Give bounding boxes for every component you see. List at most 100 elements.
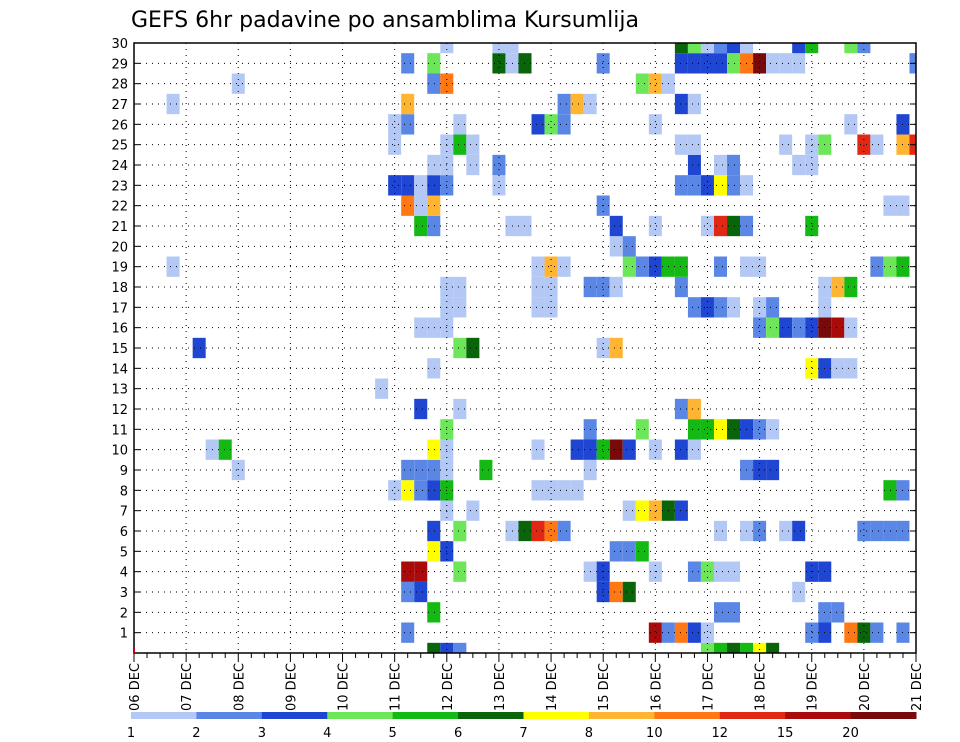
heatmap-cell: [844, 276, 858, 298]
heatmap-cell: [700, 622, 714, 643]
colorbar-swatch: [196, 712, 263, 719]
heatmap-cell: [466, 337, 480, 359]
heatmap-cell: [727, 53, 741, 74]
heatmap-cell: [414, 459, 428, 481]
heatmap-cell: [713, 256, 728, 277]
heatmap-cell: [727, 419, 741, 440]
colorbar-swatch: [327, 712, 394, 719]
heatmap-cell: [805, 154, 819, 176]
colorbar-swatch: [131, 712, 197, 719]
heatmap-cell: [505, 53, 519, 74]
heatmap-cell: [544, 520, 558, 542]
heatmap-cell: [713, 561, 728, 582]
x-tick-label: 13 DEC: [493, 663, 508, 711]
heatmap-cell: [596, 53, 610, 74]
heatmap-cell: [622, 581, 636, 603]
heatmap-cell: [687, 622, 701, 643]
heatmap-cell: [753, 642, 767, 653]
heatmap-cell: [427, 358, 441, 379]
x-tick-label: 17 DEC: [701, 663, 716, 711]
heatmap-cell: [753, 520, 767, 542]
y-tick-label: 15: [111, 342, 128, 357]
heatmap-cell: [492, 175, 506, 196]
colorbar-label: 3: [258, 726, 266, 741]
heatmap-cell: [427, 541, 441, 562]
heatmap-cell: [596, 276, 610, 298]
heatmap-cell: [687, 53, 701, 74]
heatmap-cell: [687, 561, 701, 582]
heatmap-cell: [883, 256, 897, 277]
heatmap-cell: [831, 276, 845, 298]
y-tick-label: 19: [111, 261, 128, 276]
heatmap-cell: [805, 622, 819, 643]
heatmap-cell: [401, 114, 415, 135]
heatmap-cell: [531, 276, 545, 298]
heatmap-cell: [687, 43, 701, 54]
heatmap-cell: [609, 236, 623, 257]
heatmap-cell: [857, 520, 871, 542]
heatmap-cell: [713, 175, 728, 196]
colorbar-label: 6: [454, 726, 462, 741]
heatmap-cell: [492, 43, 506, 54]
colorbar-label: 12: [711, 726, 728, 741]
y-tick-label: 20: [111, 240, 128, 255]
heatmap-cell: [557, 480, 571, 501]
heatmap-cell: [687, 134, 701, 155]
heatmap-cell: [622, 236, 636, 257]
heatmap-cell: [427, 602, 441, 623]
heatmap-cell: [557, 93, 571, 115]
heatmap-cell: [505, 520, 519, 542]
heatmap-cell: [622, 439, 636, 460]
heatmap-cell: [427, 317, 441, 338]
x-tick-label: 06 DEC: [128, 663, 143, 711]
heatmap-cell: [687, 439, 701, 460]
heatmap-cell: [609, 541, 623, 562]
heatmap-cell: [844, 622, 858, 643]
heatmap-cell: [883, 195, 897, 216]
heatmap-cell: [427, 175, 441, 196]
heatmap-cell: [766, 419, 780, 440]
y-tick-label: 3: [120, 586, 128, 601]
heatmap-cell: [427, 459, 441, 481]
heatmap-cell: [466, 500, 480, 521]
heatmap-cell: [427, 480, 441, 501]
heatmap-cell: [844, 317, 858, 338]
y-tick-label: 8: [120, 484, 128, 499]
heatmap-cell: [401, 53, 415, 74]
heatmap-cell: [192, 337, 206, 359]
heatmap-cell: [544, 256, 558, 277]
heatmap-cell: [844, 43, 858, 54]
heatmap-cell: [218, 439, 232, 460]
y-tick-label: 25: [111, 139, 128, 154]
heatmap-cell: [427, 642, 441, 653]
heatmap-cell: [687, 297, 701, 318]
heatmap-cell: [401, 195, 415, 216]
x-tick-label: 20 DEC: [858, 663, 873, 711]
heatmap-cell: [414, 398, 428, 420]
heatmap-cell: [570, 439, 584, 460]
x-tick-label: 16 DEC: [649, 663, 664, 711]
heatmap-cell: [401, 93, 415, 115]
colorbar-swatch: [261, 712, 328, 719]
heatmap-cell: [870, 622, 884, 643]
heatmap-cell: [427, 439, 441, 460]
heatmap-cell: [674, 93, 688, 115]
heatmap-cell: [401, 561, 415, 582]
colorbar-swatch: [588, 712, 655, 719]
heatmap-cell: [727, 297, 741, 318]
heatmap-cell: [401, 459, 415, 481]
heatmap-cell: [388, 114, 402, 135]
heatmap-cell: [635, 541, 649, 562]
y-tick-label: 10: [111, 444, 128, 459]
heatmap-cell: [440, 43, 454, 54]
heatmap-cell: [557, 520, 571, 542]
heatmap-cell: [401, 480, 415, 501]
heatmap-cell: [792, 317, 806, 338]
colorbar-swatch: [523, 712, 590, 719]
heatmap-cell: [687, 398, 701, 420]
heatmap-cell: [805, 215, 819, 237]
heatmap-cell: [674, 439, 688, 460]
colorbar-swatch: [392, 712, 459, 719]
y-tick-label: 12: [111, 403, 128, 418]
x-axis: 06 DEC 07 DEC 08 DEC 09 DEC 10 DEC 11 DEC 12 D…: [128, 647, 925, 711]
